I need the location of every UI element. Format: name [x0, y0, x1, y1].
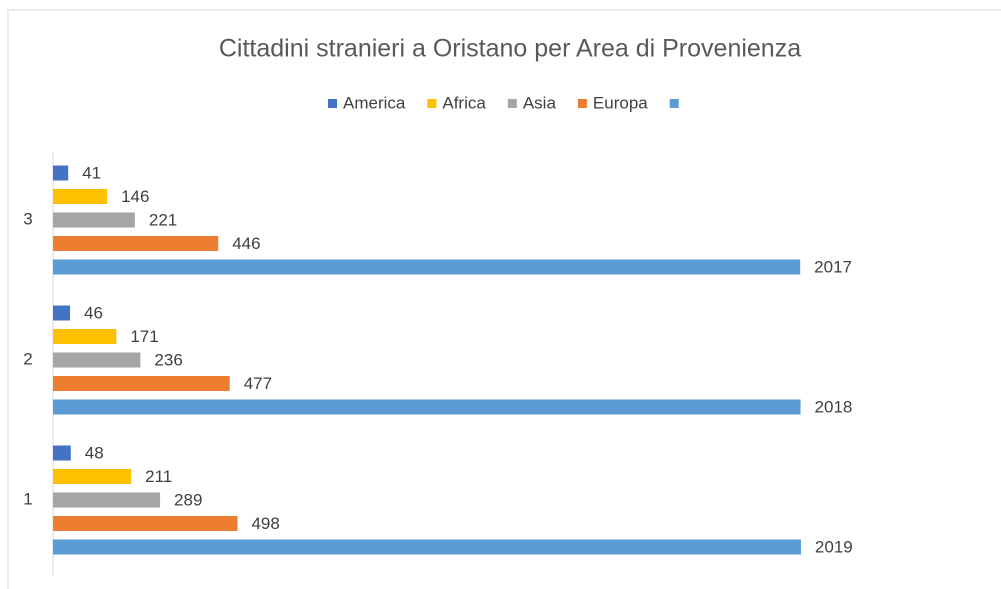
data-label: 446: [232, 234, 260, 253]
data-label: 171: [130, 327, 158, 346]
data-label: 289: [174, 490, 202, 509]
data-label: 498: [251, 514, 279, 533]
legend-marker: [507, 99, 517, 108]
data-label: 477: [244, 374, 272, 393]
bar: [53, 189, 108, 204]
bar: [53, 329, 117, 344]
bar: [53, 352, 141, 368]
data-label: 236: [154, 350, 182, 369]
y-tick-label: 1: [23, 489, 32, 508]
data-label: 46: [84, 303, 103, 322]
legend-label: Asia: [523, 93, 557, 112]
bar: [53, 516, 238, 531]
bar: [53, 469, 132, 484]
chart-title: Cittadini stranieri a Oristano per Area …: [219, 35, 801, 63]
bar: [53, 305, 71, 321]
bar: [53, 399, 801, 415]
legend-marker: [577, 99, 587, 108]
data-label: 211: [145, 467, 172, 486]
bar: [53, 165, 69, 181]
data-label: 146: [121, 187, 149, 206]
data-label: 221: [149, 210, 177, 229]
data-label: 48: [85, 443, 104, 462]
legend-marker: [328, 99, 337, 108]
data-label: 2017: [814, 257, 852, 276]
bar: [53, 539, 801, 555]
legend-label: Europa: [593, 93, 648, 112]
bar: [53, 445, 71, 461]
legend-label: Africa: [442, 93, 486, 112]
y-tick-label: 3: [23, 209, 32, 228]
data-label: 2018: [815, 397, 853, 416]
y-tick-label: 2: [23, 349, 32, 368]
bar: [53, 236, 219, 251]
chart-frame: [7, 9, 1001, 589]
legend-marker: [427, 99, 437, 108]
legend-label: America: [343, 93, 406, 112]
data-label: 2019: [815, 537, 853, 556]
legend-marker: [669, 99, 679, 108]
bar: [53, 492, 161, 508]
bar: [53, 259, 801, 275]
bar: [53, 212, 135, 228]
data-label: 41: [82, 163, 101, 182]
bar: [53, 376, 230, 391]
